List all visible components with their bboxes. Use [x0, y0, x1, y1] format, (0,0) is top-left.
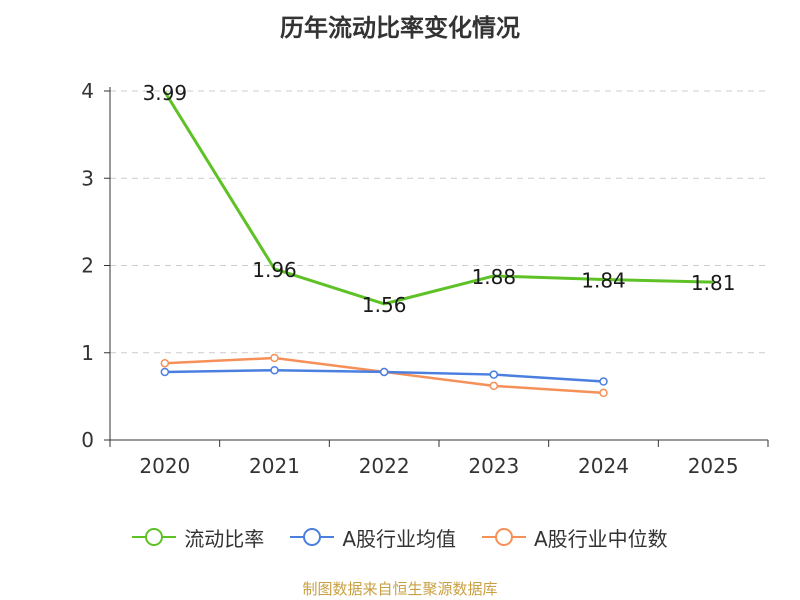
legend-item-industry-mean[interactable]: A股行业均值 — [290, 523, 456, 552]
legend-label: 流动比率 — [184, 526, 265, 551]
series-point — [489, 370, 499, 379]
y-tick-label: 3 — [81, 166, 94, 190]
legend-marker-icon — [132, 528, 177, 546]
x-tick-label: 2022 — [359, 454, 410, 478]
x-tick-label: 2021 — [249, 454, 300, 478]
series-point — [599, 388, 608, 398]
x-tick-label: 2023 — [468, 454, 519, 478]
legend-marker-icon — [482, 528, 526, 546]
series-point — [160, 367, 170, 377]
x-tick-label: 2020 — [139, 454, 190, 478]
series-point — [270, 353, 279, 363]
legend-label: A股行业中位数 — [534, 526, 668, 551]
data-label: 1.84 — [581, 268, 626, 292]
series-line — [163, 91, 714, 306]
y-tick-label: 2 — [81, 254, 94, 278]
legend-marker-icon — [290, 528, 335, 546]
data-label: 1.56 — [362, 293, 407, 317]
series-point — [160, 358, 170, 368]
data-label: 1.88 — [472, 265, 517, 289]
y-tick-label: 0 — [81, 428, 94, 452]
legend: 流动比率 A股行业均值 A股行业中位数 — [0, 521, 800, 553]
legend-item-industry-median[interactable]: A股行业中位数 — [482, 523, 668, 552]
legend-label: A股行业均值 — [342, 526, 456, 551]
legend-item-current-ratio[interactable]: 流动比率 — [132, 523, 264, 552]
data-source-note: 制图数据来自恒生聚源数据库 — [302, 580, 498, 598]
data-label: 3.99 — [143, 81, 188, 105]
series-point — [379, 367, 389, 377]
y-tick-label: 4 — [81, 79, 94, 103]
chart-title: 历年流动比率变化情况 — [280, 14, 520, 42]
series-point — [270, 365, 279, 375]
data-label: 1.96 — [252, 258, 297, 282]
x-tick-label: 2024 — [578, 454, 629, 478]
y-tick-label: 1 — [81, 341, 94, 365]
x-tick-label: 2025 — [688, 454, 739, 478]
data-label: 1.81 — [691, 271, 736, 295]
series-point — [599, 377, 608, 386]
series-point — [489, 381, 499, 391]
